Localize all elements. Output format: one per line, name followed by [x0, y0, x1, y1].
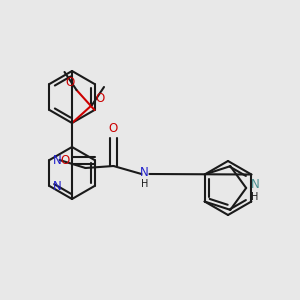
Text: N: N — [53, 154, 62, 166]
Text: H: H — [141, 179, 148, 189]
Text: N: N — [140, 166, 149, 178]
Text: O: O — [65, 76, 74, 88]
Text: O: O — [109, 122, 118, 136]
Text: N: N — [53, 179, 62, 193]
Text: O: O — [95, 92, 105, 106]
Text: O: O — [60, 154, 69, 166]
Text: N: N — [251, 178, 260, 191]
Text: H: H — [251, 192, 259, 202]
